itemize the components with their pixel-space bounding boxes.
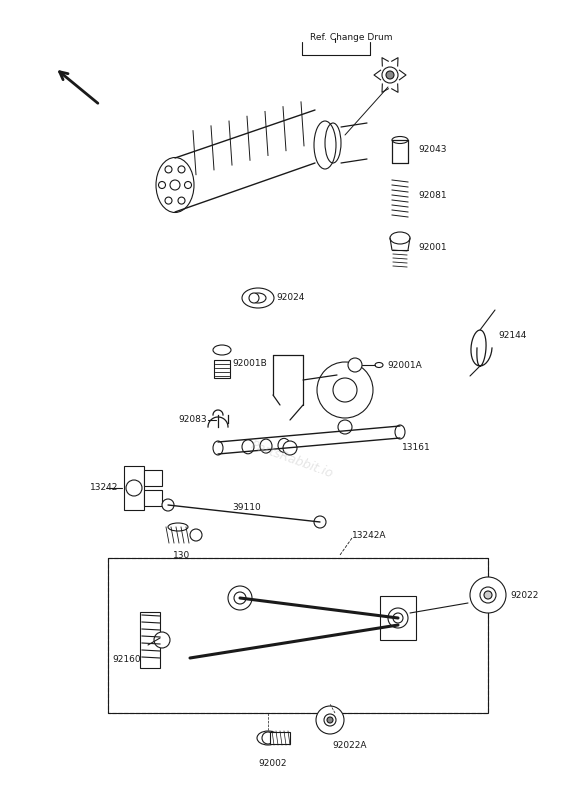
Ellipse shape — [390, 232, 410, 244]
Ellipse shape — [395, 425, 405, 439]
Text: 13242A: 13242A — [352, 530, 387, 539]
Circle shape — [393, 613, 403, 623]
Text: 92081: 92081 — [418, 190, 447, 199]
Ellipse shape — [242, 440, 254, 454]
Circle shape — [480, 587, 496, 603]
Ellipse shape — [168, 523, 188, 531]
Ellipse shape — [278, 438, 290, 452]
Text: 92144: 92144 — [498, 331, 526, 341]
Circle shape — [386, 71, 394, 79]
Circle shape — [338, 420, 352, 434]
Ellipse shape — [250, 293, 266, 303]
Circle shape — [314, 516, 326, 528]
Ellipse shape — [375, 362, 383, 367]
Text: 13242: 13242 — [90, 483, 119, 493]
Text: 92024: 92024 — [276, 294, 304, 302]
Ellipse shape — [260, 439, 272, 453]
Text: 92160: 92160 — [112, 655, 141, 665]
Text: Ref. Change Drum: Ref. Change Drum — [310, 34, 392, 42]
Bar — [124, 466, 144, 510]
Text: 92001A: 92001A — [387, 361, 422, 370]
Circle shape — [249, 293, 259, 303]
Ellipse shape — [392, 137, 408, 143]
Ellipse shape — [213, 345, 231, 355]
Bar — [144, 470, 162, 486]
Ellipse shape — [257, 731, 279, 745]
Circle shape — [382, 67, 398, 83]
Text: 92022A: 92022A — [332, 741, 367, 750]
Text: 92022: 92022 — [510, 590, 538, 599]
Circle shape — [228, 586, 252, 610]
Circle shape — [162, 499, 174, 511]
Bar — [108, 558, 488, 713]
Circle shape — [283, 441, 297, 455]
Circle shape — [324, 714, 336, 726]
Text: 92002: 92002 — [258, 758, 287, 767]
Bar — [140, 612, 160, 668]
Ellipse shape — [213, 441, 223, 455]
Circle shape — [154, 632, 170, 648]
Bar — [144, 490, 162, 506]
Text: 92043: 92043 — [418, 146, 447, 154]
Text: 130: 130 — [173, 550, 190, 559]
Bar — [108, 558, 488, 713]
Text: 92001: 92001 — [418, 243, 447, 253]
Circle shape — [388, 608, 408, 628]
Circle shape — [126, 480, 142, 496]
Text: 39110: 39110 — [232, 503, 260, 513]
Text: 92001B: 92001B — [232, 359, 267, 369]
Text: 13161: 13161 — [402, 443, 431, 453]
Text: 92083: 92083 — [178, 415, 207, 425]
Circle shape — [470, 577, 506, 613]
Circle shape — [190, 529, 202, 541]
Text: PartsRabbit.io: PartsRabbit.io — [249, 439, 335, 481]
Circle shape — [484, 591, 492, 599]
Circle shape — [348, 358, 362, 372]
Bar — [214, 360, 230, 378]
Circle shape — [327, 717, 333, 723]
Bar — [270, 732, 290, 744]
Bar — [380, 596, 416, 640]
Ellipse shape — [242, 288, 274, 308]
Circle shape — [234, 592, 246, 604]
Circle shape — [316, 706, 344, 734]
